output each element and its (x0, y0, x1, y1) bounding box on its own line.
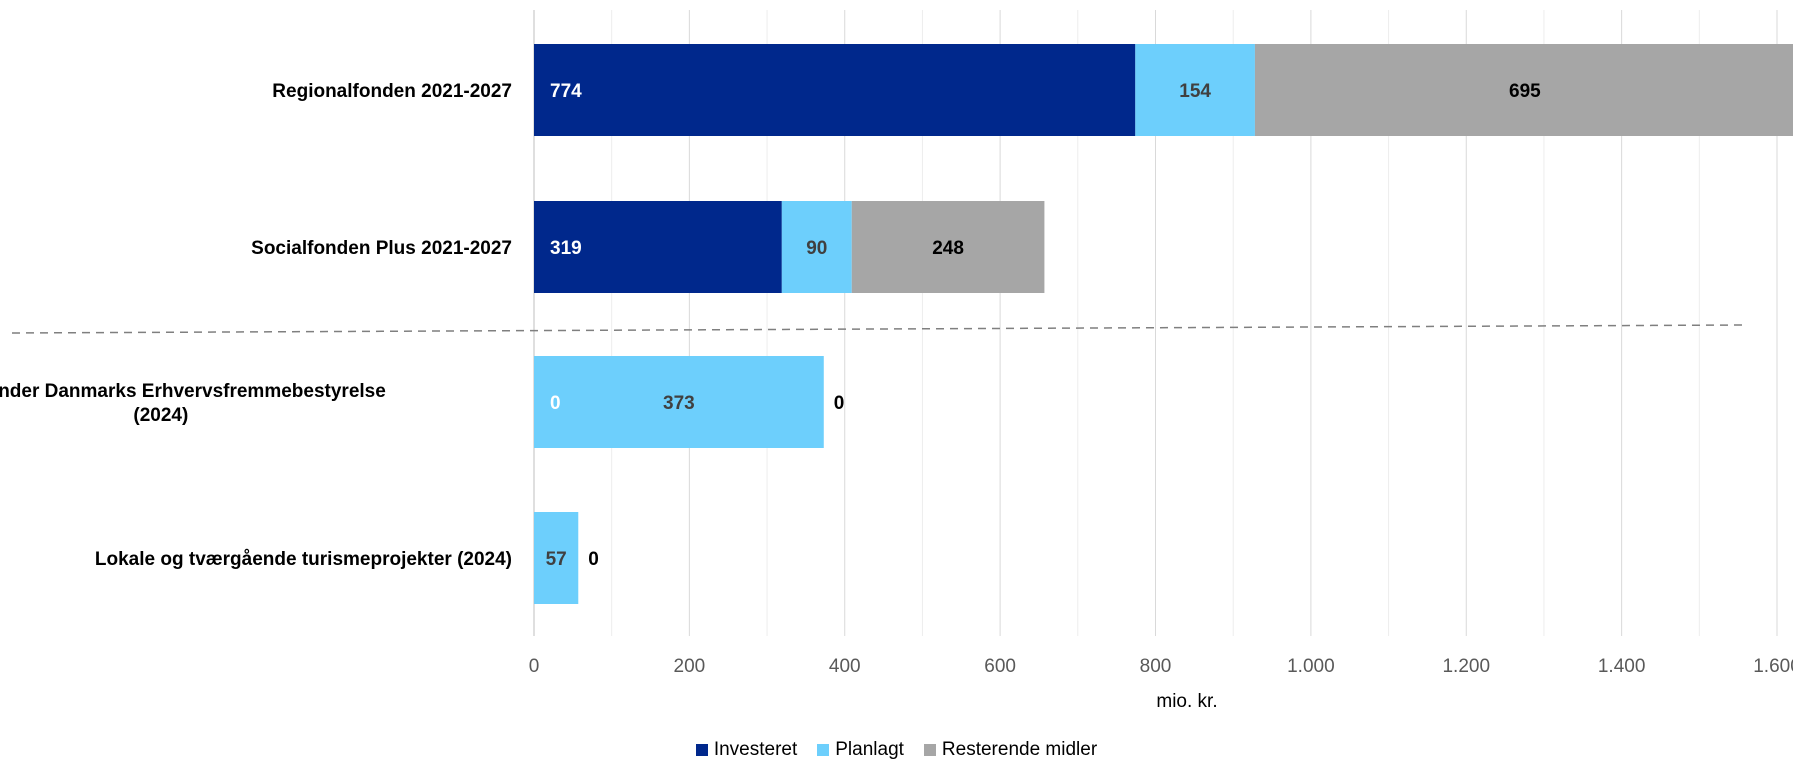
x-tick-label: 600 (984, 656, 1016, 677)
bar-investeret (534, 201, 782, 293)
legend-label: Resterende midler (941, 739, 1098, 760)
category-label: Regionalfonden 2021-2027 (272, 81, 512, 102)
legend-item: Investeret (695, 739, 798, 761)
data-label: 154 (1179, 81, 1211, 102)
chart-canvas: 774 154 695 319 90 248 0 373 0 57 0 Regionalfonden… (0, 10, 1793, 712)
x-axis-ticks: 0 200 400 600 800 1.000 1.200 1.400 1.600 (529, 656, 1793, 677)
x-tick-label: 800 (1140, 656, 1172, 677)
x-tick-label: 200 (674, 656, 706, 677)
data-label: 774 (550, 81, 582, 102)
data-label: 373 (663, 393, 695, 414)
category-labels: Regionalfonden 2021-2027 Socialfonden Plu… (0, 81, 512, 570)
category-label: Pulje under Danmarks Erhvervsfremmebesty… (0, 381, 386, 426)
bar-resterende-midler (1254, 44, 1793, 136)
data-label: 0 (834, 393, 845, 414)
x-tick-label: 1.600 (1753, 656, 1793, 677)
legend-swatch (923, 744, 936, 756)
legend-label: Planlagt (835, 739, 904, 760)
x-tick-label: 1.000 (1287, 656, 1335, 677)
bar-planlagt (534, 356, 824, 448)
group-separator-line (11, 324, 1746, 334)
legend-swatch (817, 744, 830, 756)
legend-item: Planlagt (817, 739, 904, 761)
x-tick-label: 0 (529, 656, 540, 677)
data-label: 695 (1509, 81, 1541, 102)
category-label: Lokale og tværgående turismeprojekter (2… (95, 549, 512, 570)
legend-swatch (695, 744, 708, 756)
data-label: 319 (550, 238, 582, 259)
data-labels: 774 154 695 319 90 248 0 373 0 57 0 (546, 81, 1542, 570)
data-label: 57 (546, 549, 567, 570)
bar-investeret (534, 44, 1136, 136)
legend-label: Investeret (713, 739, 798, 760)
x-tick-label: 1.400 (1598, 656, 1646, 677)
bar-planlagt (1135, 44, 1255, 136)
data-label: 248 (932, 238, 964, 259)
bars (534, 44, 1793, 604)
legend: Investeret Planlagt Resterende midler (0, 738, 1793, 762)
bar-resterende-midler (851, 201, 1045, 293)
legend-item: Resterende midler (923, 739, 1098, 761)
category-label: Socialfonden Plus 2021-2027 (251, 238, 512, 259)
x-tick-label: 400 (829, 656, 861, 677)
data-label: 0 (588, 549, 599, 570)
data-label: 90 (806, 238, 827, 259)
x-tick-label: 1.200 (1442, 656, 1490, 677)
data-label: 0 (550, 393, 561, 414)
bar-planlagt (534, 512, 579, 604)
bar-planlagt (781, 201, 852, 293)
x-axis-title: mio. kr. (1156, 691, 1217, 712)
